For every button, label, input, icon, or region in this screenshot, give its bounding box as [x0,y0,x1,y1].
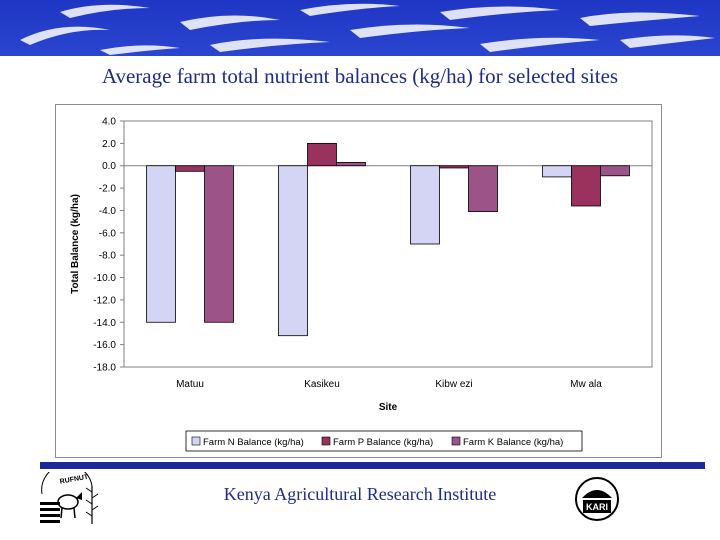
y-tick-label: -6.0 [99,228,117,239]
chart-legend: Farm N Balance (kg/ha) Farm P Balance (kg… [185,430,583,452]
y-axis-ticks: 4.0 2.0 0.0 -2.0 -4.0 -6.0 -8.0 -10.0 -12.0 -14.0… [93,117,124,374]
footer-divider [40,462,705,469]
slide-title: Average farm total nutrient balances (kg… [101,64,619,88]
legend-label: Farm P Balance (kg/ha) [333,437,433,448]
bar-group [146,142,630,337]
bar-chart: 4.0 2.0 0.0 -2.0 -4.0 -6.0 -8.0 -10.0 -12.0 -14.0… [70,117,653,452]
chart-container: 4.0 2.0 0.0 -2.0 -4.0 -6.0 -8.0 -10.0 -12.0 -14.0… [55,104,662,458]
y-tick-label: 4.0 [102,117,116,128]
bar-k-1 [336,161,366,167]
legend-swatch [191,436,201,446]
bar-k-0 [204,165,234,323]
bar-n-1 [278,165,308,337]
bar-n-3 [542,165,572,178]
y-axis-title: Total Balance (kg/ha) [70,194,81,294]
rufnut-logo: RUFNUT [40,472,99,524]
plot-area [123,120,653,368]
bar-p-0 [175,165,205,172]
x-axis-title: Site [379,402,398,413]
bar-p-3 [571,165,601,207]
footer-institute: Kenya Agricultural Research Institute [223,484,497,504]
y-tick-label: -18.0 [93,363,116,374]
legend-label: Farm N Balance (kg/ha) [203,437,304,448]
x-tick-label: Kasikeu [304,379,340,390]
y-tick-label: -4.0 [99,206,117,217]
y-tick-label: 2.0 [102,139,116,150]
legend-swatch [321,436,331,446]
kari-logo: KARI [575,477,619,521]
bar-p-2 [439,165,469,169]
x-tick-label: Matuu [176,379,204,390]
kari-logo-text: KARI [586,502,608,512]
x-axis-ticks: Matuu Kasikeu Kibw ezi Mw ala [176,379,602,390]
y-tick-label: 0.0 [102,161,116,172]
bar-k-2 [468,165,498,212]
y-tick-label: -16.0 [93,340,116,351]
y-tick-label: -2.0 [99,184,117,195]
legend-label: Farm K Balance (kg/ha) [463,437,563,448]
bar-p-1 [307,142,337,167]
y-tick-label: -10.0 [93,273,116,284]
bar-n-0 [146,165,176,323]
header-banner [0,0,720,56]
legend-box [185,430,583,452]
bar-n-2 [410,165,440,245]
x-tick-label: Mw ala [570,379,602,390]
bar-k-3 [600,165,630,177]
y-tick-label: -12.0 [93,295,116,306]
legend-swatch [451,436,461,446]
y-tick-label: -8.0 [99,251,117,262]
y-tick-label: -14.0 [93,318,116,329]
x-tick-label: Kibw ezi [435,379,472,390]
